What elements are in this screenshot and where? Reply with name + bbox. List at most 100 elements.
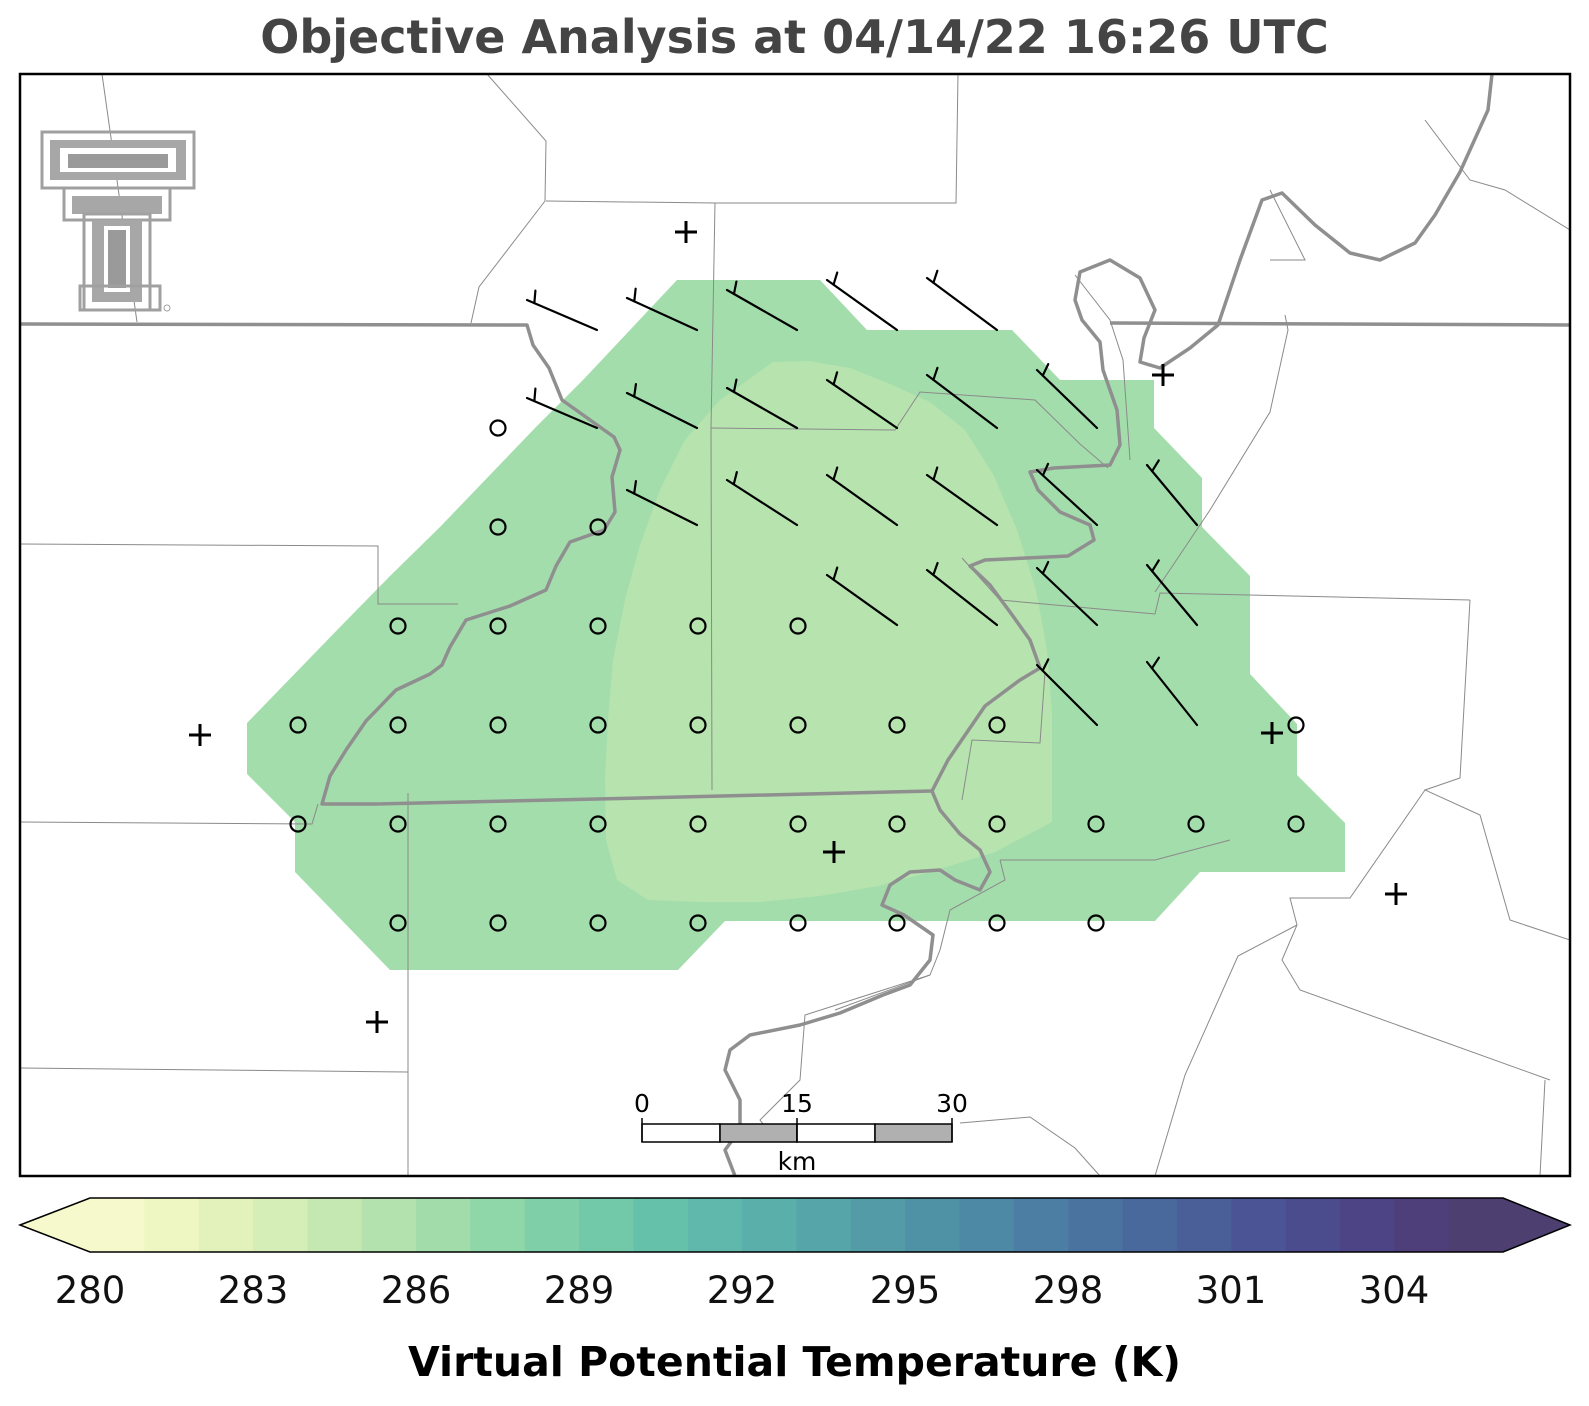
wind-barb: [1035, 462, 1099, 527]
colorbar-bin: [687, 1198, 743, 1252]
calm-marker: [289, 815, 307, 833]
wind-barbs: [525, 269, 1199, 727]
plot-title: Objective Analysis at 04/14/22 16:26 UTC: [260, 10, 1329, 64]
analysis-field-inner: [605, 361, 1052, 902]
colorbar-tick-295: 295: [870, 1269, 941, 1312]
colorbar-bin: [416, 1198, 472, 1252]
calm-marker: [888, 914, 906, 932]
colorbar-bin: [1013, 1198, 1069, 1252]
colorbar-tick-280: 280: [55, 1269, 126, 1312]
calm-marker: [289, 716, 307, 734]
calm-marker: [988, 716, 1006, 734]
calm-marker: [689, 617, 707, 635]
calm-marker: [589, 617, 607, 635]
colorbar-bin: [144, 1198, 200, 1252]
station-marker: [1152, 364, 1174, 386]
calm-marker: [689, 914, 707, 932]
wind-barb: [1145, 559, 1199, 627]
wind-barb: [925, 269, 999, 332]
wind-barb: [1145, 459, 1199, 527]
colorbar-extend-low: [20, 1198, 90, 1252]
colorbar-tick-292: 292: [707, 1269, 778, 1312]
colorbar-bin: [1231, 1198, 1287, 1252]
colorbar-bin: [1068, 1198, 1124, 1252]
calm-marker: [389, 815, 407, 833]
colorbar-bin: [579, 1198, 635, 1252]
colorbar-bin: [959, 1198, 1015, 1252]
calm-marker: [988, 815, 1006, 833]
calm-marker: [1087, 914, 1105, 932]
scale-unit: km: [778, 1147, 817, 1176]
colorbar-outline: [17, 1197, 1573, 1253]
colorbar-bin: [1176, 1198, 1232, 1252]
colorbar-extend-high: [1503, 1198, 1570, 1252]
colorbar-bin: [905, 1198, 961, 1252]
calm-marker: [789, 716, 807, 734]
calm-marker: [589, 914, 607, 932]
wind-barb: [1035, 560, 1099, 627]
scale-label-15: 15: [781, 1089, 813, 1118]
calm-markers: [289, 419, 1305, 932]
colorbar-tick-labels: 280 283 286 289 292 295 298 301 304: [55, 1269, 1430, 1312]
calm-marker: [589, 518, 607, 536]
county-boundaries: [20, 74, 1570, 1176]
colorbar-tick-304: 304: [1359, 1269, 1430, 1312]
colorbar-tick-301: 301: [1196, 1269, 1267, 1312]
calm-marker: [888, 716, 906, 734]
calm-marker: [389, 716, 407, 734]
calm-marker: [489, 815, 507, 833]
wind-barb: [625, 479, 699, 527]
calm-marker: [789, 617, 807, 635]
calm-marker: [1087, 815, 1105, 833]
wind-barb: [825, 566, 899, 627]
wind-barb: [925, 366, 999, 430]
colorbar-tick-286: 286: [381, 1269, 452, 1312]
calm-marker: [789, 815, 807, 833]
wind-barb: [625, 287, 699, 332]
scale-label-30: 30: [936, 1089, 968, 1118]
colorbar-bin: [633, 1198, 689, 1252]
scale-label-0: 0: [634, 1089, 650, 1118]
colorbar-bin: [524, 1198, 580, 1252]
calm-marker: [1287, 716, 1305, 734]
calm-marker: [389, 914, 407, 932]
colorbar-bin: [742, 1198, 798, 1252]
colorbar-bin: [253, 1198, 308, 1252]
calm-marker: [489, 419, 507, 437]
colorbar-bin: [361, 1198, 417, 1252]
calm-marker: [1287, 815, 1305, 833]
calm-marker: [489, 914, 507, 932]
calm-marker: [389, 617, 407, 635]
colorbar: [17, 1197, 1573, 1253]
calm-marker: [589, 815, 607, 833]
colorbar-bin: [796, 1198, 852, 1252]
colorbar-bin: [1394, 1198, 1450, 1252]
colorbar-tick-298: 298: [1033, 1269, 1104, 1312]
station-marker: [1385, 883, 1407, 905]
wind-barb: [1035, 658, 1099, 727]
colorbar-tick-283: 283: [218, 1269, 289, 1312]
wind-barb: [825, 371, 899, 430]
station-marker: [823, 841, 845, 863]
calm-marker: [489, 617, 507, 635]
scale-bar: 0 15 30 km: [634, 1089, 968, 1176]
texas-tech-logo: [40, 130, 196, 312]
colorbar-tick-289: 289: [544, 1269, 615, 1312]
wind-barb: [725, 280, 799, 332]
colorbar-bin: [1339, 1198, 1395, 1252]
calm-marker: [489, 716, 507, 734]
calm-marker: [489, 518, 507, 536]
map-border: [18, 72, 1572, 1178]
station-marker: [675, 221, 697, 243]
calm-marker: [589, 716, 607, 734]
calm-marker: [888, 815, 906, 833]
colorbar-bin: [850, 1198, 906, 1252]
wind-barb: [725, 378, 799, 430]
station-marker: [1261, 722, 1283, 744]
wind-barb: [925, 466, 999, 527]
wind-barb: [925, 561, 999, 627]
wind-barb: [625, 382, 699, 430]
colorbar-bin: [1122, 1198, 1178, 1252]
wind-barb: [725, 470, 799, 527]
wind-barb: [825, 466, 899, 527]
